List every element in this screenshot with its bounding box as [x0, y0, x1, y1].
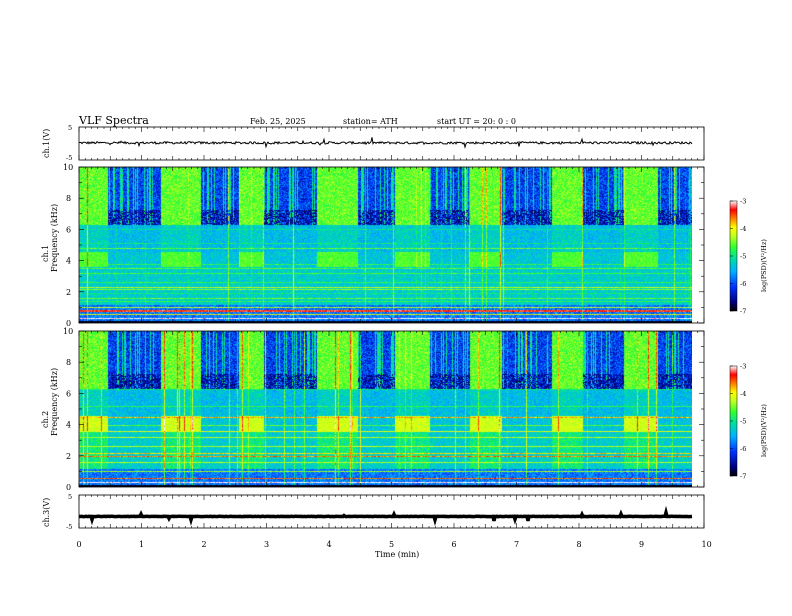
colorbar-tick-label: -6 [740, 445, 746, 453]
ch1-spectrogram-panel: 0 2 4 6 8 10 ch.1 Frequency (kHz) [41, 163, 705, 328]
ch1-ytick-top: 5 [68, 124, 72, 132]
ch1-channel-label: ch.1 [41, 245, 50, 262]
time-tick-label: 8 [577, 540, 582, 549]
ch1-colorbar-ticks: -3 -4 -5 -6 -7 [730, 198, 746, 316]
colorbar-tick-label: -5 [740, 253, 746, 261]
freq-tick-label: 10 [63, 327, 73, 336]
ch1-ytick-bottom: -5 [66, 154, 72, 162]
start-time-label: start UT = 20: 0 : 0 [437, 117, 516, 126]
colorbar-tick-label: -6 [740, 280, 746, 288]
time-tick-label: 0 [77, 540, 82, 549]
date-label: Feb. 25, 2025 [250, 117, 306, 126]
ch3-voltage-trace [78, 505, 693, 527]
ch2-spectrogram-panel: 0 2 4 6 8 10 ch.2 Frequency (kHz) [41, 327, 705, 492]
ch2-colorbar-label: log(PSD)(V²/Hz) [760, 404, 768, 457]
ch2-channel-label: ch.2 [41, 411, 50, 428]
colorbar-tick-label: -4 [740, 225, 746, 233]
colorbar-tick-label: -7 [740, 308, 746, 316]
ch3-ytick-top: 5 [68, 493, 72, 501]
time-tick-label: 1 [139, 540, 144, 549]
freq-tick-label: 6 [66, 225, 71, 234]
ch2-colorbar-ticks: -3 -4 -5 -6 -7 [730, 363, 746, 481]
ch3-ytick-bottom: -5 [66, 523, 72, 531]
freq-tick-label: 2 [66, 288, 71, 297]
colorbar-tick-label: -3 [740, 198, 746, 206]
time-tick-label: 7 [514, 540, 519, 549]
time-tick-label: 5 [389, 540, 394, 549]
freq-tick-label: 4 [66, 421, 71, 430]
x-axis-label: Time (min) [375, 550, 419, 559]
freq-tick-label: 0 [66, 483, 71, 492]
freq-tick-label: 0 [66, 319, 71, 328]
ch1-colorbar: -3 -4 -5 -6 -7 log(PSD)(V²/Hz) [729, 198, 768, 316]
ch1-voltage-trace [79, 137, 693, 150]
time-tick-label: 3 [264, 540, 269, 549]
ch1-voltage-ylabel: ch.1(V) [42, 129, 51, 158]
ch2-spectrogram-yticks: 0 2 4 6 8 10 [63, 327, 704, 492]
station-label: station= ATH [343, 117, 398, 126]
ch1-colorbar-label: log(PSD)(V²/Hz) [760, 239, 768, 292]
time-tick-label: 6 [452, 540, 457, 549]
ch1-frequency-ylabel: Frequency (kHz) [50, 204, 59, 272]
colorbar-tick-label: -4 [740, 390, 746, 398]
figure-title: VLF Spectra [78, 114, 149, 127]
ch2-colorbar: -3 -4 -5 -6 -7 log(PSD)(V²/Hz) [729, 363, 768, 481]
colorbar-tick-label: -7 [740, 473, 746, 481]
time-tick-labels: 0 1 2 3 4 5 6 7 8 9 10 [77, 540, 712, 549]
ch2-frequency-ylabel: Frequency (kHz) [50, 368, 59, 436]
time-tick-label: 2 [202, 540, 207, 549]
time-tick-label: 10 [702, 540, 712, 549]
freq-tick-label: 8 [66, 358, 71, 367]
freq-tick-label: 2 [66, 452, 71, 461]
freq-tick-label: 6 [66, 389, 71, 398]
freq-tick-label: 8 [66, 194, 71, 203]
ch3-voltage-ylabel: ch.3(V) [42, 498, 51, 527]
freq-tick-label: 10 [63, 163, 73, 172]
ch1-spectrogram-image [79, 167, 692, 323]
ch2-spectrogram-image [79, 331, 692, 487]
time-tick-marks [78, 127, 705, 528]
freq-tick-label: 4 [66, 257, 71, 266]
time-tick-label: 4 [327, 540, 332, 549]
time-tick-label: 9 [639, 540, 644, 549]
colorbar-tick-label: -5 [740, 418, 746, 426]
colorbar-tick-label: -3 [740, 363, 746, 371]
ch1-spectrogram-yticks: 0 2 4 6 8 10 [63, 163, 704, 328]
